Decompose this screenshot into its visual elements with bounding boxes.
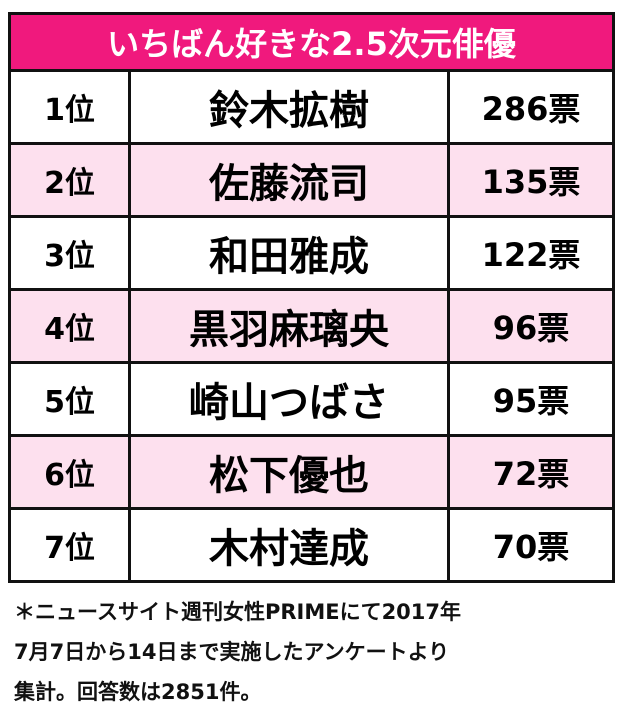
- votes-cell: 70票: [492, 528, 570, 566]
- rank-cell: 5位: [11, 364, 131, 434]
- name-cell: 和田雅成: [131, 218, 450, 288]
- rank-cell: 4位: [11, 291, 131, 361]
- rank-cell: 2位: [11, 145, 131, 215]
- name-cell: 黒羽麻璃央: [131, 291, 450, 361]
- rank-cell: 6位: [11, 437, 131, 507]
- table-row: 1位 鈴木拡樹 286票: [11, 72, 612, 145]
- footnote-line: ＊ニュースサイト週刊女性PRIMEにて2017年: [14, 600, 462, 624]
- table-row: 2位 佐藤流司 135票: [11, 145, 612, 218]
- table-row: 7位 木村達成 70票: [11, 510, 612, 580]
- votes-cell: 135票: [481, 163, 581, 201]
- name-cell: 崎山つばさ: [131, 364, 450, 434]
- name-cell: 木村達成: [131, 510, 450, 580]
- table-row: 6位 松下優也 72票: [11, 437, 612, 510]
- votes-cell: 286票: [481, 90, 581, 128]
- table-title: いちばん好きな2.5次元俳優: [11, 15, 612, 72]
- rank-cell: 7位: [11, 510, 131, 580]
- ranking-table: いちばん好きな2.5次元俳優 1位 鈴木拡樹 286票 2位 佐藤流司 135票 3位 和田雅…: [8, 12, 615, 583]
- footnote: ＊ニュースサイト週刊女性PRIMEにて2017年 7月7日から14日まで実施した…: [14, 592, 614, 712]
- votes-cell: 72票: [492, 455, 570, 493]
- votes-cell: 95票: [492, 382, 570, 420]
- name-cell: 松下優也: [131, 437, 450, 507]
- name-cell: 佐藤流司: [131, 145, 450, 215]
- table-row: 3位 和田雅成 122票: [11, 218, 612, 291]
- rank-cell: 3位: [11, 218, 131, 288]
- table-body: 1位 鈴木拡樹 286票 2位 佐藤流司 135票 3位 和田雅成 122票 4位 黒羽麻璃央 96票…: [11, 72, 612, 580]
- footnote-line: 集計。回答数は2851件。: [14, 680, 262, 704]
- footnote-line: 7月7日から14日まで実施したアンケートより: [14, 640, 450, 664]
- table-row: 5位 崎山つばさ 95票: [11, 364, 612, 437]
- votes-cell: 96票: [492, 309, 570, 347]
- name-cell: 鈴木拡樹: [131, 72, 450, 142]
- votes-cell: 122票: [481, 236, 581, 274]
- table-row: 4位 黒羽麻璃央 96票: [11, 291, 612, 364]
- rank-cell: 1位: [11, 72, 131, 142]
